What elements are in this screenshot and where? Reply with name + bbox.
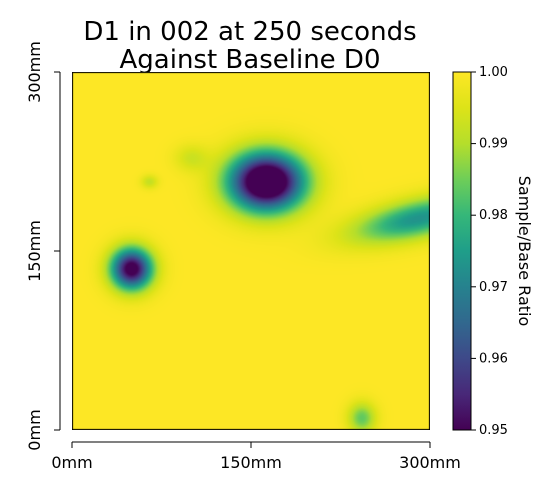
colorbar-label: Sample/Base Ratio — [515, 176, 534, 327]
colorbar-ticks: 0.95 0.96 0.97 0.98 0.99 1.00 — [471, 65, 508, 438]
y-tick-label: 0mm — [25, 409, 44, 450]
y-tick-label: 150mm — [25, 220, 44, 282]
heatmap-area — [72, 72, 430, 430]
y-tick-label: 300mm — [25, 41, 44, 103]
colorbar — [452, 71, 472, 431]
x-tick-label: 300mm — [399, 453, 461, 472]
chart-subtitle: Against Baseline D0 — [120, 45, 381, 75]
colorbar-tick-label: 1.00 — [479, 65, 508, 80]
colorbar-tick-label: 0.95 — [479, 423, 508, 438]
axes: 0mm 150mm 300mm 0mm 150mm 300mm — [25, 41, 461, 472]
colorbar-tick-label: 0.99 — [479, 137, 508, 152]
colorbar-tick-label: 0.97 — [479, 280, 508, 295]
colorbar-tick-label: 0.96 — [479, 351, 508, 366]
x-tick-label: 150mm — [220, 453, 282, 472]
colorbar-tick-label: 0.98 — [479, 208, 508, 223]
x-tick-label: 0mm — [51, 453, 92, 472]
chart-title: D1 in 002 at 250 seconds — [83, 17, 416, 47]
